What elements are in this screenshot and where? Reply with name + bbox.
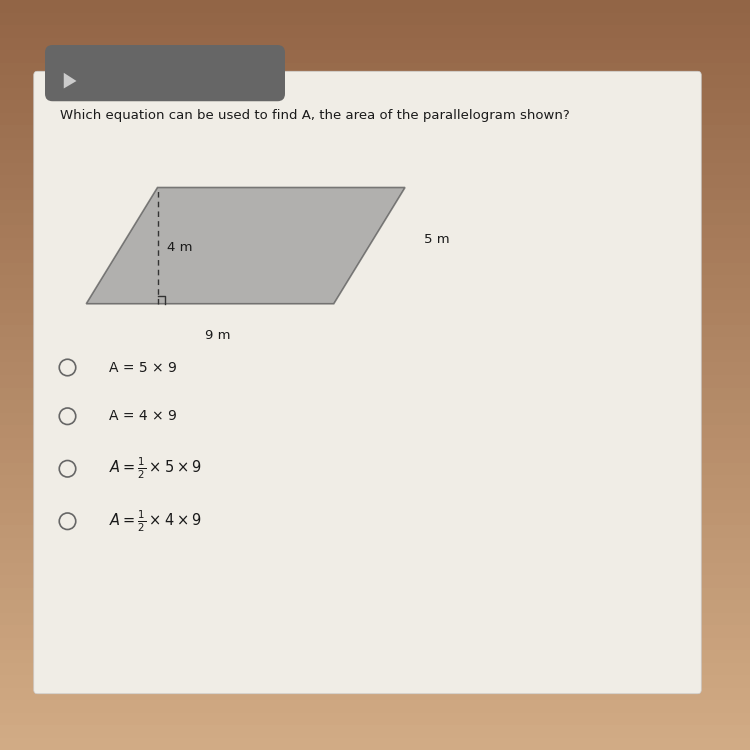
- Bar: [0, 675, 750, 688]
- Bar: [0, 362, 750, 375]
- Bar: [0, 488, 750, 500]
- Bar: [0, 375, 750, 388]
- Bar: [0, 725, 750, 737]
- Bar: [0, 200, 750, 212]
- Bar: [0, 650, 750, 662]
- Bar: [0, 562, 750, 575]
- Bar: [0, 62, 750, 75]
- Bar: [0, 613, 750, 625]
- Bar: [0, 13, 750, 25]
- Bar: [0, 275, 750, 287]
- Text: 4 m: 4 m: [167, 242, 193, 254]
- FancyBboxPatch shape: [45, 45, 285, 101]
- Bar: [0, 712, 750, 725]
- Bar: [0, 737, 750, 750]
- Bar: [0, 163, 750, 175]
- Bar: [0, 137, 750, 150]
- Text: $A = \frac{1}{2} \times 5 \times 9$: $A = \frac{1}{2} \times 5 \times 9$: [109, 456, 201, 482]
- Bar: [0, 262, 750, 275]
- Bar: [0, 313, 750, 325]
- Bar: [0, 688, 750, 700]
- Bar: [0, 700, 750, 712]
- Bar: [0, 662, 750, 675]
- Text: $A = \frac{1}{2} \times 4 \times 9$: $A = \frac{1}{2} \times 4 \times 9$: [109, 509, 201, 534]
- Bar: [0, 587, 750, 600]
- Bar: [0, 413, 750, 425]
- Bar: [0, 112, 750, 125]
- Bar: [0, 450, 750, 463]
- Bar: [0, 50, 750, 62]
- Bar: [0, 300, 750, 313]
- Bar: [0, 638, 750, 650]
- Bar: [0, 512, 750, 525]
- Bar: [0, 437, 750, 450]
- Polygon shape: [86, 188, 405, 304]
- Bar: [0, 463, 750, 475]
- Bar: [0, 550, 750, 562]
- Bar: [0, 25, 750, 38]
- Bar: [0, 0, 750, 13]
- Bar: [0, 225, 750, 238]
- Text: A = 4 × 9: A = 4 × 9: [109, 410, 177, 423]
- Bar: [0, 212, 750, 225]
- Bar: [0, 388, 750, 400]
- Bar: [0, 100, 750, 112]
- Text: Which equation can be used to find A, the area of the parallelogram shown?: Which equation can be used to find A, th…: [60, 109, 570, 122]
- Bar: [0, 525, 750, 538]
- Text: A = 5 × 9: A = 5 × 9: [109, 361, 177, 374]
- Bar: [0, 287, 750, 300]
- Bar: [0, 500, 750, 512]
- FancyBboxPatch shape: [34, 71, 701, 694]
- Bar: [0, 250, 750, 262]
- Bar: [0, 238, 750, 250]
- Bar: [0, 38, 750, 50]
- Polygon shape: [64, 73, 76, 88]
- Bar: [0, 575, 750, 587]
- Text: 5 m: 5 m: [424, 233, 449, 246]
- Bar: [0, 338, 750, 350]
- Bar: [0, 150, 750, 163]
- Bar: [0, 350, 750, 362]
- Bar: [0, 125, 750, 137]
- Bar: [0, 188, 750, 200]
- Bar: [0, 400, 750, 412]
- Text: 9 m: 9 m: [205, 328, 230, 341]
- Bar: [0, 425, 750, 437]
- Bar: [0, 325, 750, 338]
- Bar: [0, 475, 750, 488]
- Bar: [0, 538, 750, 550]
- Bar: [0, 175, 750, 188]
- Bar: [0, 88, 750, 100]
- Bar: [0, 75, 750, 88]
- Bar: [0, 625, 750, 638]
- Bar: [0, 600, 750, 613]
